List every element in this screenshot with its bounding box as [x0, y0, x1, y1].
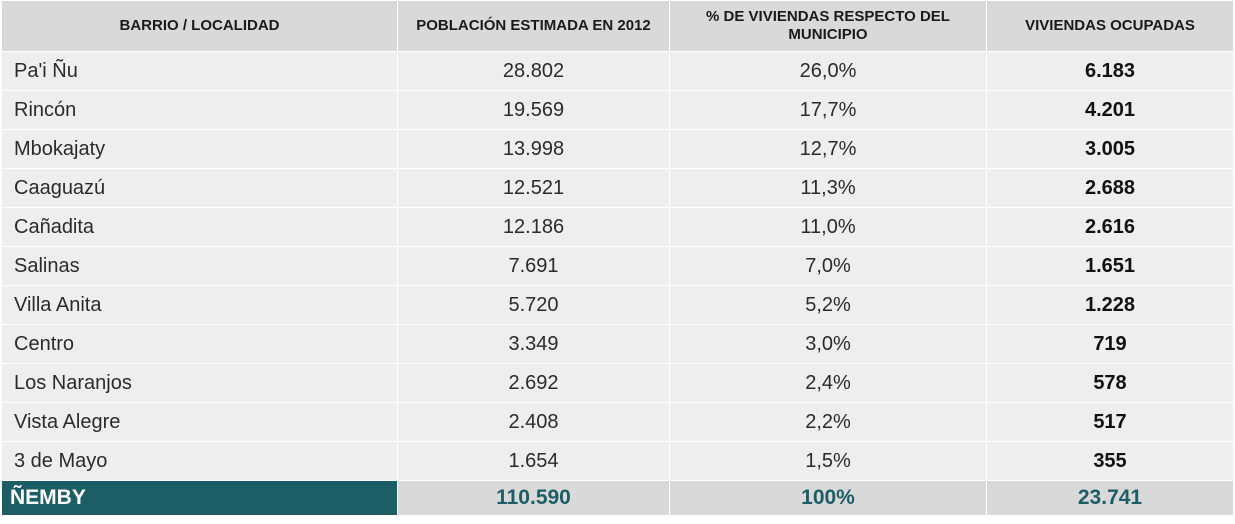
header-row: BARRIO / LOCALIDAD POBLACIÓN ESTIMADA EN…: [1, 0, 1234, 52]
poblacion-cell: 2.408: [397, 402, 670, 442]
porcentaje-cell: 2,4%: [669, 363, 987, 403]
viviendas-cell: 1.651: [986, 246, 1234, 286]
total-row: ÑEMBY 110.590 100% 23.741: [1, 480, 1234, 516]
table-row: Villa Anita 5.720 5,2% 1.228: [1, 285, 1234, 325]
viviendas-cell: 1.228: [986, 285, 1234, 325]
porcentaje-cell: 17,7%: [669, 90, 987, 130]
viviendas-cell: 4.201: [986, 90, 1234, 130]
poblacion-cell: 2.692: [397, 363, 670, 403]
viviendas-cell: 6.183: [986, 51, 1234, 91]
total-label: ÑEMBY: [1, 480, 398, 516]
viviendas-cell: 3.005: [986, 129, 1234, 169]
viviendas-cell: 517: [986, 402, 1234, 442]
porcentaje-cell: 12,7%: [669, 129, 987, 169]
porcentaje-cell: 5,2%: [669, 285, 987, 325]
barrio-cell: Caaguazú: [1, 168, 398, 208]
poblacion-cell: 12.186: [397, 207, 670, 247]
barrio-cell: 3 de Mayo: [1, 441, 398, 481]
poblacion-cell: 12.521: [397, 168, 670, 208]
porcentaje-cell: 7,0%: [669, 246, 987, 286]
table-row: Rincón 19.569 17,7% 4.201: [1, 90, 1234, 130]
barrio-cell: Rincón: [1, 90, 398, 130]
header-poblacion: POBLACIÓN ESTIMADA EN 2012: [397, 0, 670, 52]
barrio-cell: Mbokajaty: [1, 129, 398, 169]
viviendas-cell: 355: [986, 441, 1234, 481]
header-viviendas: VIVIENDAS OCUPADAS: [986, 0, 1234, 52]
poblacion-cell: 28.802: [397, 51, 670, 91]
barrio-cell: Villa Anita: [1, 285, 398, 325]
header-porcentaje: % DE VIVIENDAS RESPECTO DEL MUNICIPIO: [669, 0, 987, 52]
poblacion-cell: 13.998: [397, 129, 670, 169]
poblacion-cell: 19.569: [397, 90, 670, 130]
total-viviendas: 23.741: [986, 480, 1234, 516]
barrio-cell: Los Naranjos: [1, 363, 398, 403]
total-porcentaje: 100%: [669, 480, 987, 516]
porcentaje-cell: 11,0%: [669, 207, 987, 247]
barrio-cell: Pa'i Ñu: [1, 51, 398, 91]
barrio-cell: Vista Alegre: [1, 402, 398, 442]
porcentaje-cell: 26,0%: [669, 51, 987, 91]
barrio-cell: Centro: [1, 324, 398, 364]
header-barrio: BARRIO / LOCALIDAD: [1, 0, 398, 52]
table-row: Caaguazú 12.521 11,3% 2.688: [1, 168, 1234, 208]
poblacion-cell: 5.720: [397, 285, 670, 325]
total-poblacion: 110.590: [397, 480, 670, 516]
table-row: 3 de Mayo 1.654 1,5% 355: [1, 441, 1234, 481]
viviendas-cell: 719: [986, 324, 1234, 364]
viviendas-cell: 2.688: [986, 168, 1234, 208]
porcentaje-cell: 2,2%: [669, 402, 987, 442]
viviendas-cell: 2.616: [986, 207, 1234, 247]
porcentaje-cell: 3,0%: [669, 324, 987, 364]
barrio-cell: Salinas: [1, 246, 398, 286]
poblacion-cell: 3.349: [397, 324, 670, 364]
porcentaje-cell: 11,3%: [669, 168, 987, 208]
poblacion-cell: 7.691: [397, 246, 670, 286]
table-row: Cañadita 12.186 11,0% 2.616: [1, 207, 1234, 247]
table-row: Pa'i Ñu 28.802 26,0% 6.183: [1, 51, 1234, 91]
table-row: Salinas 7.691 7,0% 1.651: [1, 246, 1234, 286]
viviendas-cell: 578: [986, 363, 1234, 403]
porcentaje-cell: 1,5%: [669, 441, 987, 481]
table-row: Vista Alegre 2.408 2,2% 517: [1, 402, 1234, 442]
poblacion-cell: 1.654: [397, 441, 670, 481]
barrio-cell: Cañadita: [1, 207, 398, 247]
table-row: Mbokajaty 13.998 12,7% 3.005: [1, 129, 1234, 169]
table-row: Los Naranjos 2.692 2,4% 578: [1, 363, 1234, 403]
table-row: Centro 3.349 3,0% 719: [1, 324, 1234, 364]
